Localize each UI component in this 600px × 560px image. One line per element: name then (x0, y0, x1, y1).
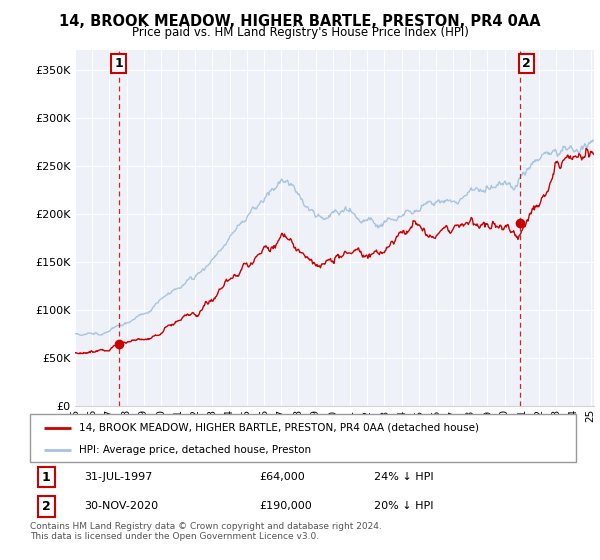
Text: 14, BROOK MEADOW, HIGHER BARTLE, PRESTON, PR4 0AA (detached house): 14, BROOK MEADOW, HIGHER BARTLE, PRESTON… (79, 423, 479, 433)
Text: 1: 1 (42, 470, 51, 483)
Text: Contains HM Land Registry data © Crown copyright and database right 2024.
This d: Contains HM Land Registry data © Crown c… (30, 522, 382, 542)
Text: 2: 2 (42, 500, 51, 513)
Text: £190,000: £190,000 (259, 501, 312, 511)
Text: 2: 2 (522, 57, 531, 70)
Text: Price paid vs. HM Land Registry's House Price Index (HPI): Price paid vs. HM Land Registry's House … (131, 26, 469, 39)
Text: £64,000: £64,000 (259, 472, 305, 482)
Text: HPI: Average price, detached house, Preston: HPI: Average price, detached house, Pres… (79, 445, 311, 455)
Text: 1: 1 (114, 57, 123, 70)
Text: 14, BROOK MEADOW, HIGHER BARTLE, PRESTON, PR4 0AA: 14, BROOK MEADOW, HIGHER BARTLE, PRESTON… (59, 14, 541, 29)
Text: 24% ↓ HPI: 24% ↓ HPI (374, 472, 434, 482)
FancyBboxPatch shape (30, 414, 576, 462)
Text: 30-NOV-2020: 30-NOV-2020 (85, 501, 159, 511)
Text: 20% ↓ HPI: 20% ↓ HPI (374, 501, 433, 511)
Text: 31-JUL-1997: 31-JUL-1997 (85, 472, 153, 482)
